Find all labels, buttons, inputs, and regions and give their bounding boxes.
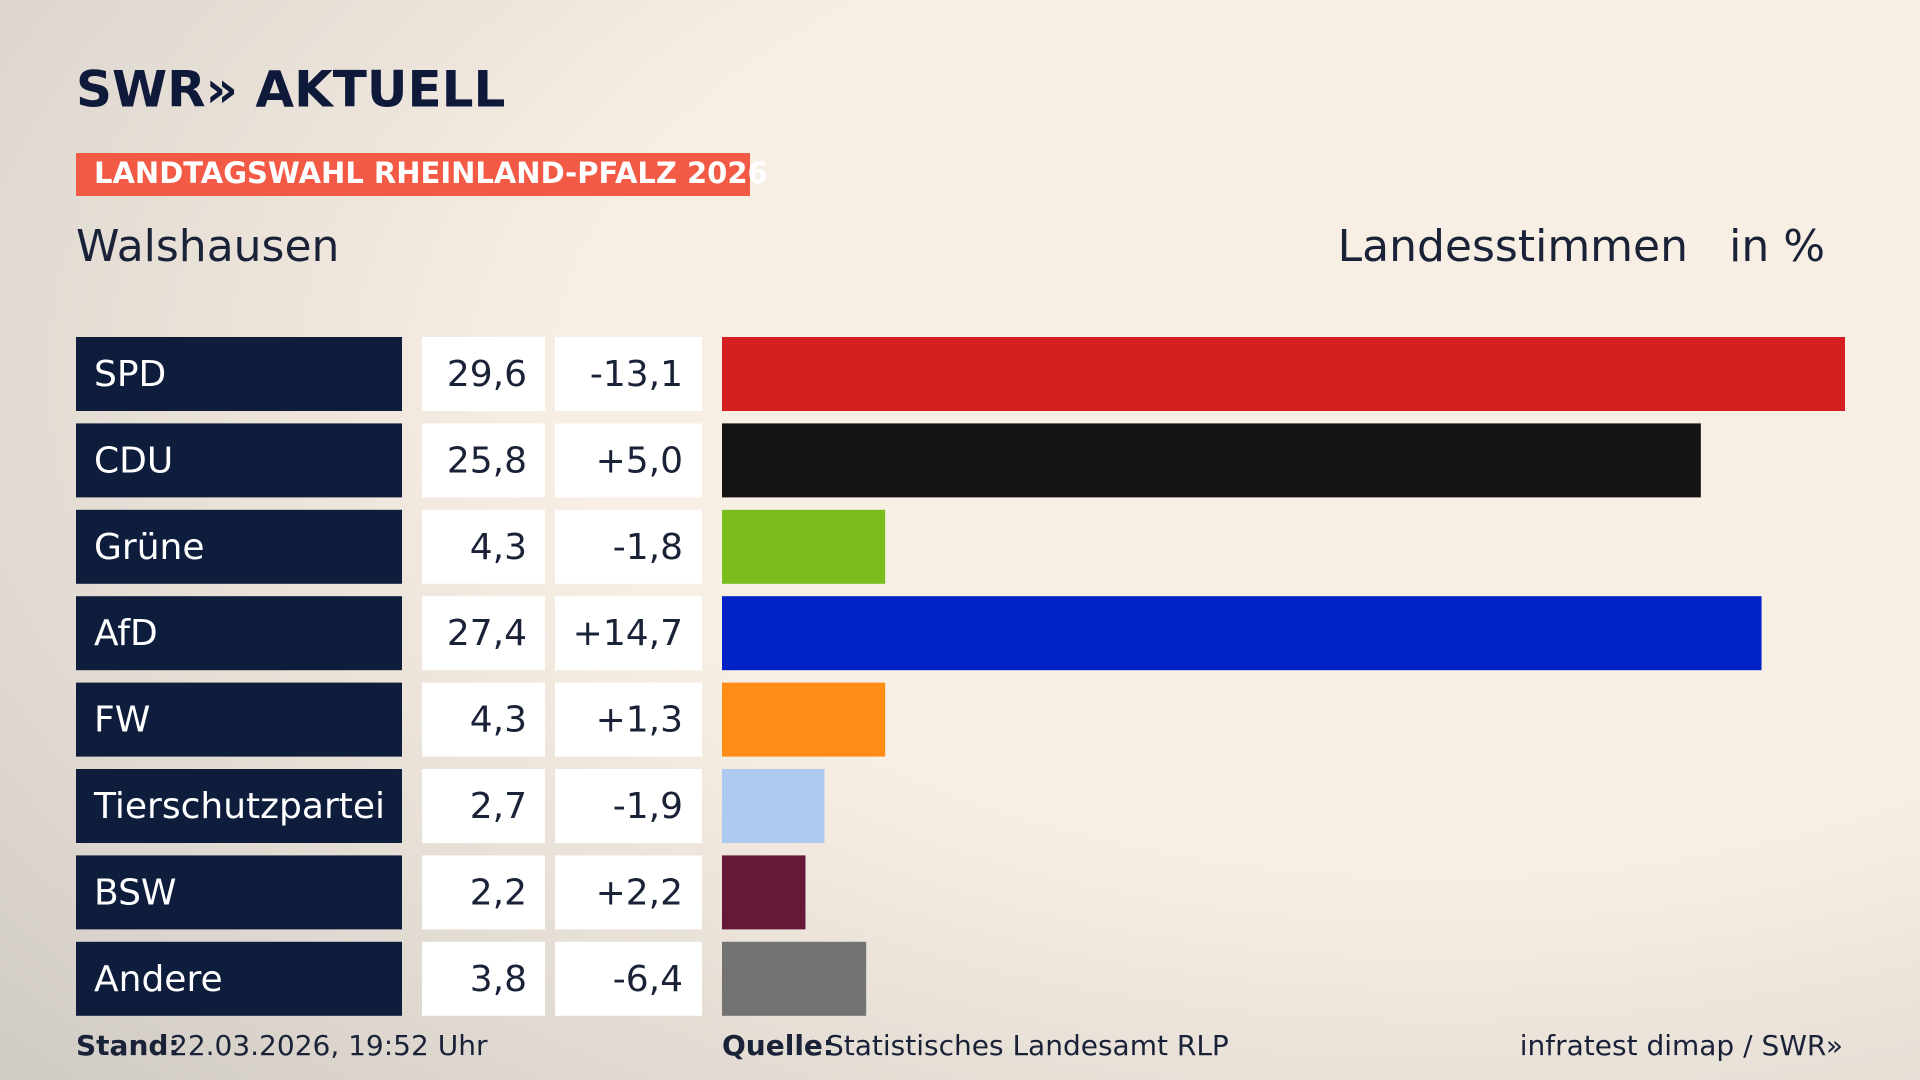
change-label: +14,7 <box>573 613 683 654</box>
party-box <box>76 769 402 843</box>
value-box <box>422 769 545 843</box>
value-label: 29,6 <box>447 354 527 395</box>
bar <box>722 941 867 1016</box>
change-box <box>555 423 702 498</box>
party-box <box>76 855 402 930</box>
change-label: +2,2 <box>596 872 683 913</box>
value-label: 4,3 <box>470 527 527 568</box>
badge-box <box>76 153 750 196</box>
bar <box>722 855 806 930</box>
change-box <box>555 855 702 930</box>
measure: Landesstimmen <box>1338 221 1688 272</box>
value-label: 2,2 <box>470 872 527 913</box>
value-label: 25,8 <box>447 440 527 481</box>
bar <box>722 769 825 843</box>
change-label: -6,4 <box>613 959 683 1000</box>
bar <box>722 423 1701 498</box>
value-box <box>422 337 545 411</box>
party-box <box>76 682 402 757</box>
party-label: BSW <box>94 872 177 913</box>
value-label: 2,7 <box>470 786 527 827</box>
party-label: Tierschutzpartei <box>93 786 385 827</box>
stand: 22.03.2026, 19:52 Uhr <box>170 1029 488 1062</box>
change-box <box>555 682 702 757</box>
change-box <box>555 509 702 584</box>
stand-label: Stand: <box>76 1029 180 1062</box>
change-label: -1,9 <box>613 786 683 827</box>
party-label: CDU <box>94 440 173 481</box>
bar <box>722 509 886 584</box>
value-label: 3,8 <box>470 959 527 1000</box>
value-box <box>422 855 545 930</box>
change-label: -1,8 <box>613 527 683 568</box>
party-box <box>76 941 402 1016</box>
change-box <box>555 769 702 843</box>
value-label: 27,4 <box>447 613 527 654</box>
change-label: +5,0 <box>596 440 683 481</box>
badge: LANDTAGSWAHL RHEINLAND-PFALZ 2026 <box>94 156 768 190</box>
party-label: SPD <box>94 354 166 395</box>
source-label: Quelle: <box>722 1029 834 1062</box>
location: Walshausen <box>76 221 339 272</box>
value-label: 4,3 <box>470 700 527 741</box>
bar <box>722 337 1845 411</box>
party-label: FW <box>94 700 150 741</box>
bar <box>722 596 1762 671</box>
party-box <box>76 337 402 411</box>
party-box <box>76 423 402 498</box>
party-box <box>76 596 402 671</box>
value-box <box>422 682 545 757</box>
value-box <box>422 941 545 1016</box>
logo: SWR» AKTUELL <box>76 61 505 119</box>
change-label: +1,3 <box>596 700 683 741</box>
party-label: AfD <box>94 613 158 654</box>
unit: in % <box>1729 221 1825 272</box>
change-label: -13,1 <box>590 354 683 395</box>
credit: infratest dimap / SWR» <box>1520 1029 1843 1062</box>
value-box <box>422 509 545 584</box>
change-box <box>555 596 702 671</box>
party-label: Grüne <box>94 527 204 568</box>
party-box <box>76 509 402 584</box>
party-label: Andere <box>94 959 223 1000</box>
bar <box>722 682 886 757</box>
change-box <box>555 941 702 1016</box>
value-box <box>422 423 545 498</box>
source: Statistisches Landesamt RLP <box>826 1029 1229 1062</box>
change-box <box>555 337 702 411</box>
value-box <box>422 596 545 671</box>
